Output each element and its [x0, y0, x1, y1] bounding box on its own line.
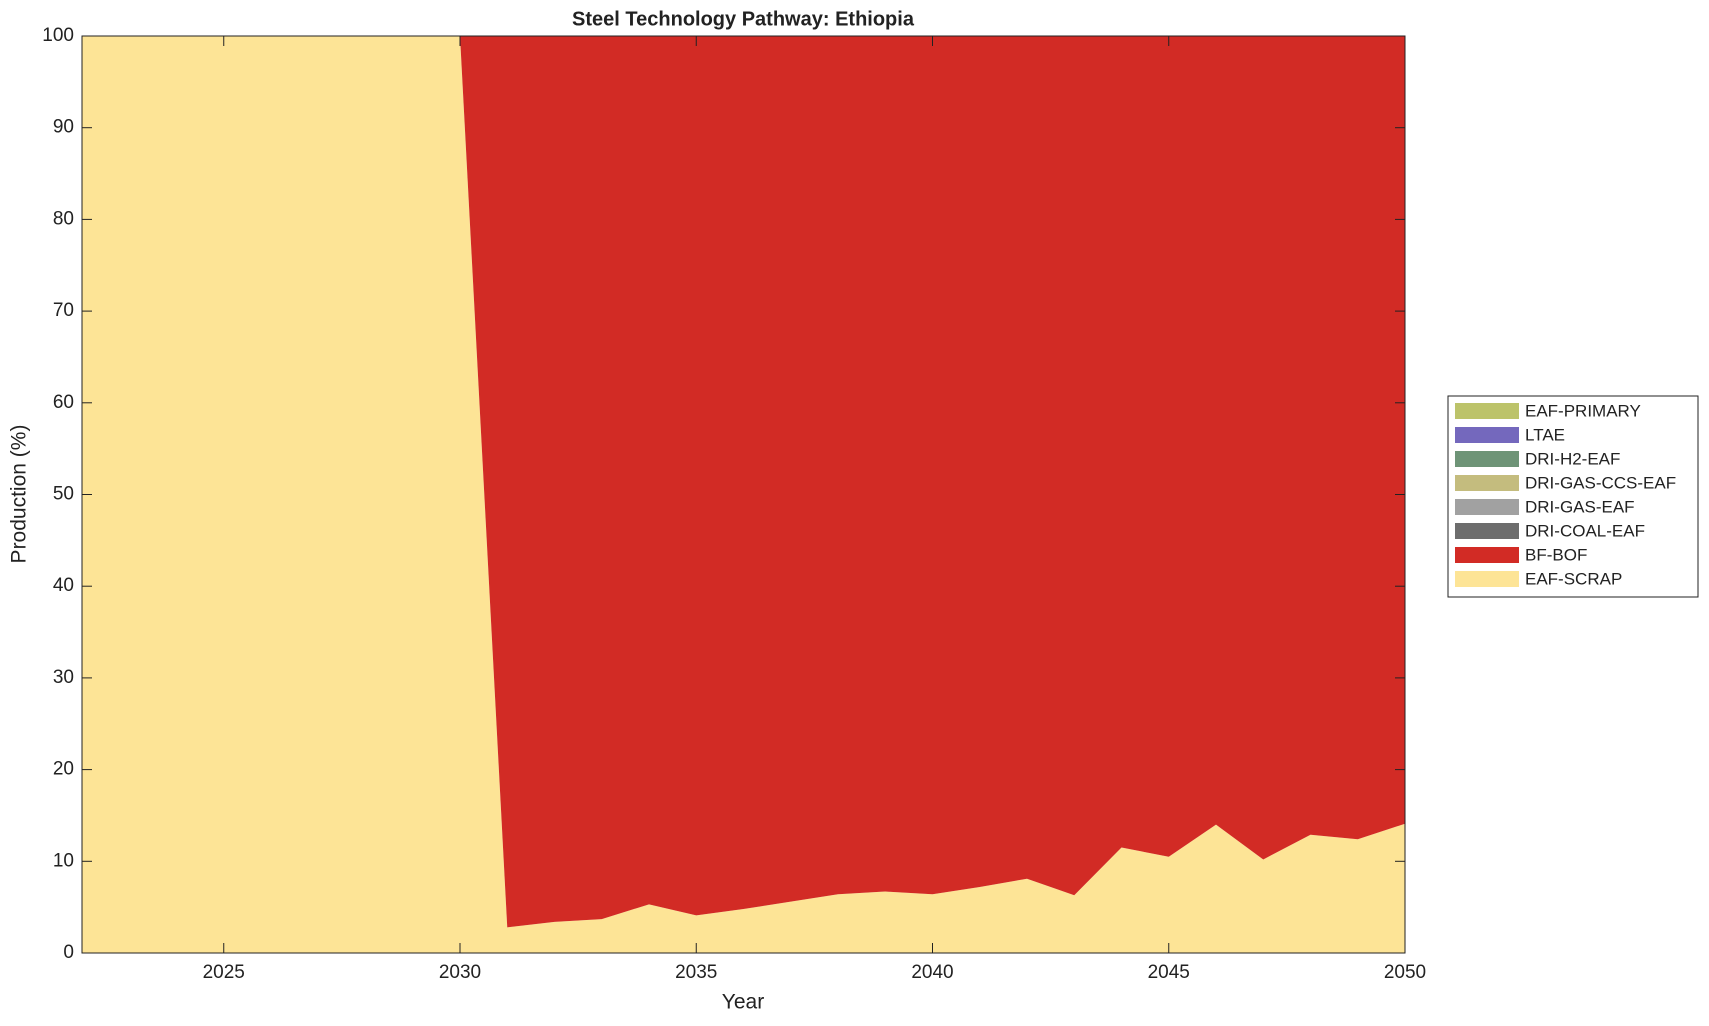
y-axis-label: Production (%): [8, 425, 31, 564]
x-tick-label: 2025: [203, 962, 245, 983]
y-tick-label: 100: [42, 25, 74, 46]
legend-label: DRI-GAS-EAF: [1525, 497, 1635, 516]
y-tick-label: 0: [63, 942, 74, 963]
y-tick-label: 10: [53, 850, 74, 871]
area: [82, 36, 1405, 953]
area: [82, 36, 1405, 928]
x-axis-label: Year: [722, 991, 764, 1014]
legend-label: DRI-H2-EAF: [1525, 449, 1620, 468]
legend-label: BF-BOF: [1525, 545, 1587, 564]
y-tick-label: 70: [53, 300, 74, 321]
legend-swatch: [1455, 451, 1519, 467]
y-tick-label: 20: [53, 759, 74, 780]
legend-swatch: [1455, 403, 1519, 419]
legend-swatch: [1455, 427, 1519, 443]
x-tick-label: 2040: [911, 962, 953, 983]
x-tick-label: 2035: [675, 962, 717, 983]
legend-label: DRI-COAL-EAF: [1525, 521, 1645, 540]
legend-label: LTAE: [1525, 425, 1565, 444]
y-tick-label: 90: [53, 117, 74, 138]
x-tick-label: 2030: [439, 962, 481, 983]
chart-title: Steel Technology Pathway: Ethiopia: [572, 8, 915, 30]
y-tick-label: 40: [53, 575, 74, 596]
y-tick-label: 60: [53, 392, 74, 413]
y-tick-label: 80: [53, 208, 74, 229]
y-tick-label: 30: [53, 667, 74, 688]
legend-swatch: [1455, 475, 1519, 491]
legend-swatch: [1455, 547, 1519, 563]
legend-label: EAF-PRIMARY: [1525, 401, 1641, 420]
legend-swatch: [1455, 523, 1519, 539]
legend-label: DRI-GAS-CCS-EAF: [1525, 473, 1676, 492]
x-tick-label: 2050: [1384, 962, 1426, 983]
y-tick-label: 50: [53, 484, 74, 505]
legend-swatch: [1455, 571, 1519, 587]
legend-swatch: [1455, 499, 1519, 515]
x-tick-label: 2045: [1148, 962, 1190, 983]
legend-label: EAF-SCRAP: [1525, 569, 1622, 588]
